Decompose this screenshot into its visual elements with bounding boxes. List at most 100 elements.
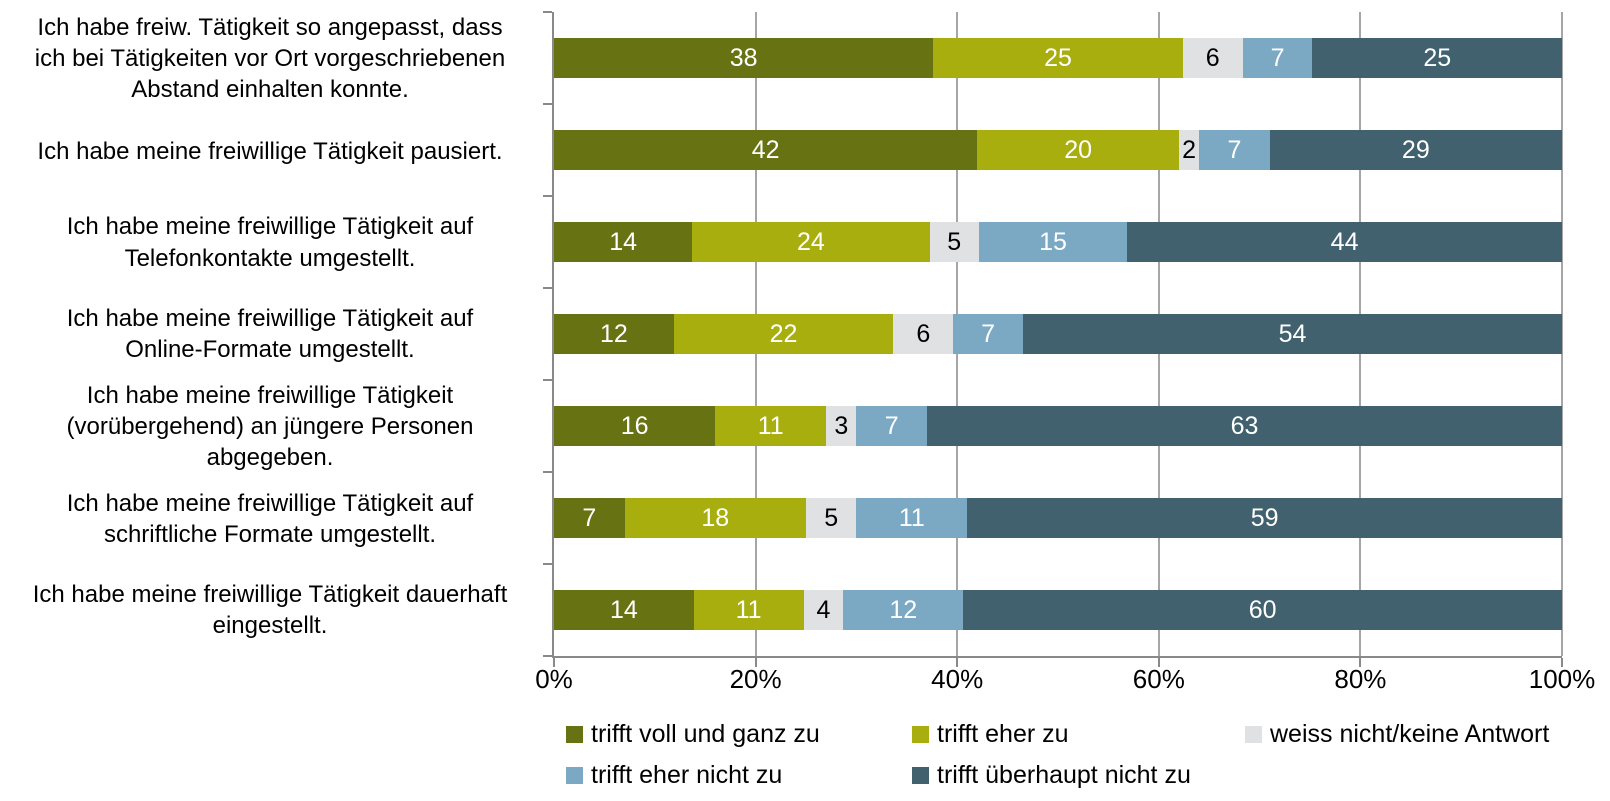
legend: trifft voll und ganz zu trifft eher zu wei… [566, 718, 1549, 792]
bar-segment: 7 [1242, 38, 1313, 78]
bar-segment: 11 [693, 590, 804, 630]
bar: 38 25 6 7 25 [554, 38, 1562, 78]
bar-row: 14 24 5 15 44 [554, 196, 1562, 288]
plot-area: 38 25 6 7 25 42 20 2 7 29 14 24 5 15 44 12 22 6 7 54 16 11 3 7 6… [543, 11, 1563, 667]
bar-segment: 63 [926, 406, 1562, 446]
bar-segment: 7 [554, 498, 625, 538]
y-axis-line [552, 12, 554, 658]
bar-value-label: 29 [1401, 135, 1430, 164]
bar-segment: 5 [806, 498, 857, 538]
y-axis-tick [543, 471, 552, 473]
legend-item: weiss nicht/keine Antwort [1245, 718, 1549, 751]
x-axis-tick [1157, 658, 1160, 667]
legend-swatch-icon [566, 767, 583, 784]
bar-value-label: 25 [1044, 43, 1072, 72]
y-axis-tick [543, 195, 552, 197]
y-axis-tick [543, 287, 552, 289]
bar-segment: 44 [1127, 222, 1562, 262]
bar-segment: 42 [554, 130, 978, 170]
bar-value-label: 7 [1270, 43, 1285, 72]
bar-segment: 12 [554, 314, 674, 354]
bar-segment: 14 [554, 590, 694, 630]
y-axis-tick [543, 563, 552, 565]
bar-value-label: 14 [609, 227, 638, 256]
bar-value-label: 11 [898, 503, 925, 532]
bar-value-label: 11 [757, 411, 784, 440]
x-axis-tick [1561, 658, 1563, 667]
bar-value-label: 7 [582, 503, 597, 532]
bar-segment: 25 [1312, 38, 1562, 78]
bar-value-label: 5 [824, 503, 839, 532]
bar-segment: 60 [963, 590, 1562, 630]
bar-value-label: 42 [751, 135, 780, 164]
y-axis-tick [543, 103, 552, 105]
bar-segment: 7 [1199, 130, 1270, 170]
bar: 7 18 5 11 59 [554, 498, 1562, 538]
bar-value-label: 20 [1064, 135, 1093, 164]
bar-segment: 11 [715, 406, 827, 446]
bar-segment: 22 [673, 314, 894, 354]
bar-value-label: 15 [1039, 227, 1067, 256]
bar-value-label: 7 [1227, 135, 1242, 164]
bar-segment: 12 [843, 590, 964, 630]
legend-label: weiss nicht/keine Antwort [1270, 720, 1550, 748]
legend-swatch-icon [912, 726, 929, 743]
legend-item: trifft eher zu [912, 718, 1245, 751]
legend-swatch-icon [912, 767, 929, 784]
bar-value-label: 7 [884, 411, 899, 440]
x-axis-tick-label: 20% [729, 664, 782, 694]
bar: 42 20 2 7 29 [554, 130, 1562, 170]
category-label: Ich habe meine freiwillige Tätigkeit dau… [32, 581, 508, 640]
bar-segment: 20 [977, 130, 1179, 170]
legend-item: trifft voll und ganz zu [566, 718, 912, 751]
bar-value-label: 54 [1278, 319, 1307, 348]
gridline [1561, 12, 1563, 656]
bar-value-label: 2 [1182, 135, 1196, 164]
bar-value-label: 38 [729, 43, 758, 72]
x-axis-tick [553, 658, 555, 667]
bar-value-label: 18 [701, 503, 730, 532]
category-labels: Ich habe freiw. Tätigkeit so angepasst, … [0, 12, 540, 656]
x-axis-tick [754, 658, 757, 667]
bar-rows: 38 25 6 7 25 42 20 2 7 29 14 24 5 15 44 12 22 6 7 54 16 11 3 7 6… [554, 12, 1562, 656]
bar: 12 22 6 7 54 [554, 314, 1562, 354]
bar-segment: 11 [856, 498, 968, 538]
bar-segment: 59 [967, 498, 1562, 538]
bar-segment: 6 [893, 314, 954, 354]
bar-segment: 2 [1178, 130, 1200, 170]
bar-row: 42 20 2 7 29 [554, 104, 1562, 196]
bar-row: 16 11 3 7 63 [554, 380, 1562, 472]
bar-segment: 6 [1182, 38, 1243, 78]
bar-value-label: 14 [609, 595, 638, 624]
y-axis-tick [543, 655, 552, 657]
bar-value-label: 63 [1230, 411, 1259, 440]
bar-segment: 7 [856, 406, 927, 446]
legend-label: trifft eher zu [937, 720, 1069, 748]
category-label: Ich habe meine freiwillige Tätigkeit auf… [66, 489, 474, 548]
bar-segment: 54 [1023, 314, 1562, 354]
legend-swatch-icon [1245, 726, 1262, 743]
bar-segment: 7 [953, 314, 1024, 354]
bar-value-label: 59 [1250, 503, 1279, 532]
legend-item: trifft eher nicht zu [566, 759, 912, 792]
bar-segment: 18 [624, 498, 806, 538]
bar-value-label: 12 [889, 595, 918, 624]
bar: 14 24 5 15 44 [554, 222, 1562, 262]
legend-label: trifft überhaupt nicht zu [937, 761, 1191, 789]
bar-value-label: 6 [1205, 43, 1220, 72]
x-axis-tick-label: 100% [1528, 664, 1596, 694]
bar-value-label: 44 [1330, 227, 1359, 256]
bar-value-label: 12 [599, 319, 628, 348]
bar-row: 38 25 6 7 25 [554, 12, 1562, 104]
x-axis-tick [1359, 658, 1362, 667]
category-label: Ich habe meine freiwillige Tätigkeit (vo… [66, 381, 474, 472]
bar-row: 14 11 4 12 60 [554, 564, 1562, 656]
x-axis-tick-labels: 0% 20% 40% 60% 80% 100% [535, 664, 1595, 698]
category-label: Ich habe meine freiwillige Tätigkeit pau… [37, 137, 503, 165]
bar-value-label: 25 [1423, 43, 1452, 72]
legend-swatch-icon [566, 726, 583, 743]
bar-segment: 14 [554, 222, 693, 262]
bar-value-label: 24 [797, 227, 825, 256]
bar-value-label: 22 [769, 319, 798, 348]
